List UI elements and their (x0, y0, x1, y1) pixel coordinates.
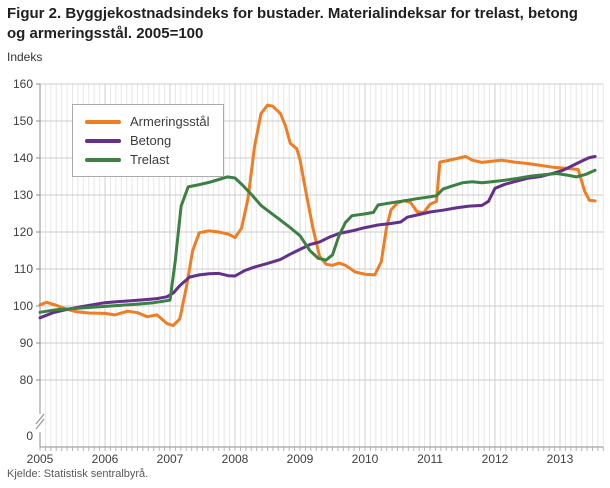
y-tick-label: 150 (13, 114, 33, 128)
x-tick-label: 2009 (287, 452, 314, 466)
series-line-betong (38, 155, 597, 320)
chart-legend: Armeringsstål Betong Trelast (72, 104, 225, 177)
y-zero-label: 0 (26, 429, 33, 443)
x-tick-label: 2008 (222, 452, 249, 466)
x-tick-label: 2006 (92, 452, 119, 466)
legend-item-betong: Betong (85, 131, 209, 150)
y-tick-label: 130 (13, 188, 33, 202)
y-tick-label: 110 (14, 262, 33, 276)
legend-item-trelast: Trelast (85, 150, 209, 169)
legend-label: Betong (130, 133, 172, 148)
axis-break-slash (35, 413, 45, 425)
x-tick-label: 2005 (27, 452, 54, 466)
trelast-line-swatch (85, 157, 121, 162)
x-tick-label: 2007 (157, 452, 184, 466)
y-tick-label: 140 (13, 151, 33, 165)
legend-item-armeringsstal: Armeringsstål (85, 112, 209, 131)
chart-title: Figur 2. Byggjekostnadsindeks for bustad… (7, 5, 578, 42)
y-axis-unit-label: Indeks (7, 50, 43, 64)
x-tick-label: 2011 (417, 452, 443, 466)
y-tick-label: 100 (13, 299, 33, 313)
x-tick-label: 2013 (547, 452, 574, 466)
armeringsstal-line-swatch (85, 119, 121, 124)
y-tick-label: 80 (20, 373, 34, 387)
source-credit: Kjelde: Statistisk sentralbyrå. (7, 468, 149, 480)
axis-break-slash (35, 418, 45, 430)
series-line-trelast (38, 168, 597, 314)
x-tick-label: 2010 (352, 452, 379, 466)
betong-line-swatch (85, 138, 121, 143)
y-tick-label: 90 (20, 336, 34, 350)
y-tick-label: 160 (13, 77, 33, 91)
legend-label: Trelast (130, 152, 170, 167)
y-tick-label: 120 (13, 225, 33, 239)
x-tick-label: 2012 (482, 452, 509, 466)
legend-label: Armeringsstål (130, 114, 210, 129)
